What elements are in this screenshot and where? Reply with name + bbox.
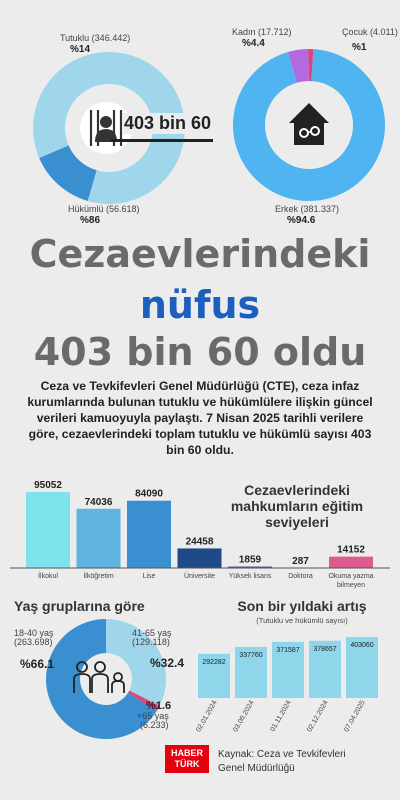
cocuk-label: Çocuk (4.011) bbox=[342, 27, 398, 37]
education-title: Cezaevlerindeki mahkumların eğitim seviy… bbox=[230, 482, 364, 530]
growth-value-4: 378657 bbox=[313, 646, 336, 653]
age-g1-label: 18-40 yaş bbox=[14, 628, 54, 638]
edu-bar-2 bbox=[76, 508, 121, 568]
edu-category-7: Okuma yazma bilmeyen bbox=[328, 573, 373, 589]
gender-slice-1 bbox=[287, 49, 309, 83]
status-center-label: 403 bin 60 bbox=[122, 113, 214, 134]
source-line2: Genel Müdürlüğü bbox=[218, 763, 295, 774]
age-g2-pct: %32.4 bbox=[150, 656, 185, 670]
growth-bar-1 bbox=[198, 653, 230, 698]
house-handcuffs-icon bbox=[289, 103, 329, 145]
age-g2-count: (129.118) bbox=[132, 637, 170, 647]
edu-bar-3 bbox=[127, 500, 171, 568]
education-chart: 95052 İlkokul 74036 İlköğretim 84090 Lise 2445… bbox=[10, 480, 390, 589]
age-g1-count: (263.698) bbox=[14, 637, 53, 647]
tutuklu-label: Tutuklu (346.442) bbox=[60, 33, 131, 43]
tutuklu-pct: %14 bbox=[70, 44, 91, 55]
growth-chart: 292282 02.01.2024 337760 03.06.2024 371587 01… bbox=[195, 637, 378, 733]
growth-value-3: 371587 bbox=[276, 647, 299, 654]
source-line1: Kaynak: Ceza ve Tevkifevleri bbox=[218, 749, 346, 760]
kadin-label: Kadın (17.712) bbox=[232, 27, 292, 37]
headline-line3: 403 bin 60 oldu bbox=[33, 330, 367, 374]
growth-subtitle: (Tutuklu ve hükümlü sayısı) bbox=[256, 616, 348, 625]
edu-value-1: 95052 bbox=[34, 480, 62, 491]
edu-value-4: 24458 bbox=[186, 536, 214, 547]
logo-bottom-text: TÜRK bbox=[174, 759, 200, 769]
age-slice-1 bbox=[106, 619, 166, 706]
status-slice-2 bbox=[33, 52, 186, 205]
edu-category-1: İlkokul bbox=[38, 571, 58, 580]
growth-bar-2 bbox=[235, 646, 267, 698]
hukumlu-label: Hükümlü (56.618) bbox=[68, 204, 140, 214]
age-g3-pct: %1.6 bbox=[146, 700, 172, 712]
age-slice-2 bbox=[127, 690, 160, 712]
edu-value-5: 1859 bbox=[239, 555, 262, 566]
edu-category-4: Üniversite bbox=[184, 572, 215, 580]
age-slice-3 bbox=[46, 619, 157, 739]
haberturk-logo: HABER TÜRK bbox=[165, 745, 209, 773]
edu-value-2: 74036 bbox=[85, 497, 113, 508]
edu-category-3: Lise bbox=[143, 573, 156, 580]
source-text: Kaynak: Ceza ve Tevkifevleri Genel Müdür… bbox=[218, 748, 346, 776]
cocuk-pct: %1 bbox=[352, 42, 367, 53]
growth-date-3: 01.11.2024 bbox=[269, 699, 292, 732]
edu-category-6: Doktora bbox=[288, 573, 313, 580]
family-icon bbox=[73, 661, 125, 693]
edu-category-2: İlköğretim bbox=[83, 571, 114, 580]
growth-bar-4 bbox=[309, 640, 341, 698]
edu-value-6: 287 bbox=[292, 556, 309, 567]
edu-bar-1 bbox=[26, 491, 70, 568]
center-underline bbox=[110, 139, 213, 142]
growth-date-4: 02.12.2024 bbox=[306, 699, 330, 733]
logo-top-text: HABER bbox=[170, 748, 203, 758]
gender-donut bbox=[233, 49, 385, 201]
edu-value-7: 14152 bbox=[337, 545, 365, 556]
growth-value-2: 337760 bbox=[239, 652, 262, 659]
growth-bar-3 bbox=[272, 641, 304, 698]
age-donut bbox=[46, 619, 166, 739]
growth-date-1: 02.01.2024 bbox=[195, 699, 219, 733]
edu-bar-5 bbox=[228, 566, 272, 568]
intro-paragraph: Ceza ve Tevkifevleri Genel Müdürlüğü (CT… bbox=[27, 379, 373, 457]
edu-value-3: 84090 bbox=[135, 489, 163, 500]
growth-date-5: 07.04.2025 bbox=[343, 699, 367, 733]
growth-title: Son bir yıldaki artış bbox=[237, 598, 367, 614]
growth-value-5: 403060 bbox=[350, 642, 373, 649]
edu-bar-4 bbox=[177, 548, 222, 568]
edu-category-5: Yüksek lisans bbox=[229, 573, 272, 580]
status-slice-1 bbox=[39, 145, 97, 201]
edu-bar-7 bbox=[329, 556, 373, 568]
gender-slice-2 bbox=[308, 49, 314, 82]
erkek-pct: %94.6 bbox=[287, 215, 316, 226]
headline-line1: Cezaevlerindeki bbox=[29, 232, 371, 276]
age-g1-pct: %66.1 bbox=[20, 657, 55, 671]
hukumlu-pct: %86 bbox=[80, 215, 101, 226]
gender-slice-3 bbox=[233, 49, 385, 201]
headline-line2: nüfus bbox=[139, 283, 261, 327]
age-g2-label: 41-65 yaş bbox=[132, 628, 172, 638]
growth-value-1: 292282 bbox=[202, 659, 225, 666]
growth-bar-5 bbox=[346, 637, 378, 698]
age-g3-label: +65 yaş bbox=[137, 711, 169, 721]
age-title: Yaş gruplarına göre bbox=[14, 598, 145, 614]
age-g3-count: (6.233) bbox=[140, 720, 169, 730]
kadin-pct: %4.4 bbox=[242, 38, 265, 49]
erkek-label: Erkek (381.337) bbox=[275, 204, 340, 214]
growth-date-2: 03.06.2024 bbox=[232, 699, 256, 733]
